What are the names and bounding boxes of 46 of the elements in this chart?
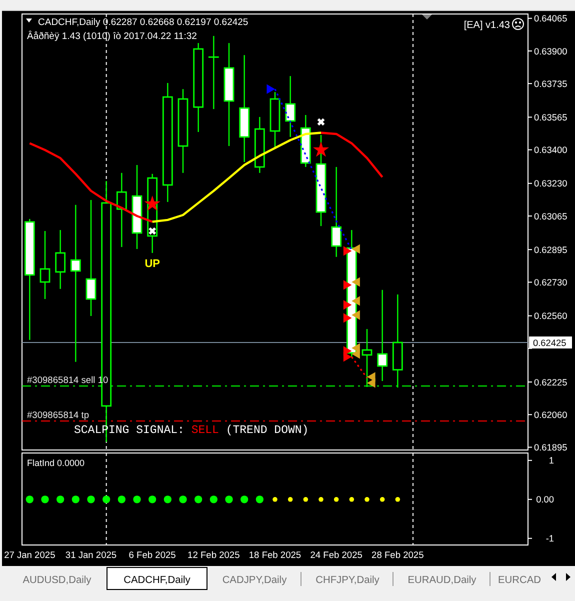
y-tick-label: -1 (546, 534, 554, 544)
y-tick-label: 0.63065 (534, 211, 568, 222)
y-tick-label: 0.62895 (534, 244, 568, 255)
x-tick-label: 27 Jan 2025 (4, 550, 56, 560)
candlestick (86, 199, 96, 317)
text: EURCAD (498, 575, 542, 586)
text: Âåðñèÿ 1.43 (1010) îò 2017.04.22 11:32 (27, 30, 197, 42)
text: CHFJPY,Daily (316, 575, 380, 586)
ref-line-label: #309865814 tp (27, 410, 90, 420)
text: EURAUD,Daily (408, 575, 478, 586)
y-tick-label: 0.62560 (534, 311, 568, 322)
x-tick-label: 12 Feb 2025 (188, 550, 240, 560)
line-series (151, 132, 322, 223)
y-tick-label: 0.63735 (534, 78, 568, 89)
chart-title: CADCHF,Daily 0.62287 0.62668 0.62197 0.62425 (38, 17, 248, 28)
y-tick-label: 0.62060 (534, 410, 568, 420)
y-tick-label: 0.62225 (534, 377, 568, 388)
text: AUDUSD,Daily (22, 575, 92, 586)
y-tick-label: 0.61895 (534, 442, 568, 453)
text: FlatInd 0.0000 (27, 458, 85, 468)
y-tick-label: 1 (548, 456, 554, 466)
y-tick-label: 0.64065 (534, 14, 568, 24)
annotation: UP (144, 258, 160, 270)
candlestick (331, 166, 342, 258)
candlestick (285, 75, 296, 138)
text: CADJPY,Daily (222, 575, 288, 586)
text: CADCHF,Daily (124, 575, 192, 586)
y-tick-label: 0.63900 (534, 46, 568, 56)
y-tick-label: 0.63400 (534, 145, 568, 156)
x-tick-label: 18 Feb 2025 (248, 550, 302, 560)
ref-line-label: 0.62425 (533, 338, 566, 348)
x-tick-label: 24 Feb 2025 (310, 550, 362, 560)
candlestick (55, 229, 66, 290)
y-tick-label: 0.63230 (534, 178, 568, 189)
candlestick (116, 172, 127, 248)
annotation: [EA] v1.43 (464, 20, 510, 31)
x-tick-label: 31 Jan 2025 (65, 550, 117, 560)
y-tick-label: 0.00 (536, 494, 554, 505)
candlestick (70, 204, 81, 362)
x-tick-label: 6 Feb 2025 (128, 550, 176, 560)
candlestick (40, 230, 50, 300)
candlestick (208, 35, 219, 110)
x-tick-label: 28 Feb 2025 (372, 550, 424, 560)
y-tick-label: 0.62730 (534, 278, 568, 288)
candlestick (377, 289, 388, 382)
y-tick-label: 0.63565 (534, 112, 568, 122)
